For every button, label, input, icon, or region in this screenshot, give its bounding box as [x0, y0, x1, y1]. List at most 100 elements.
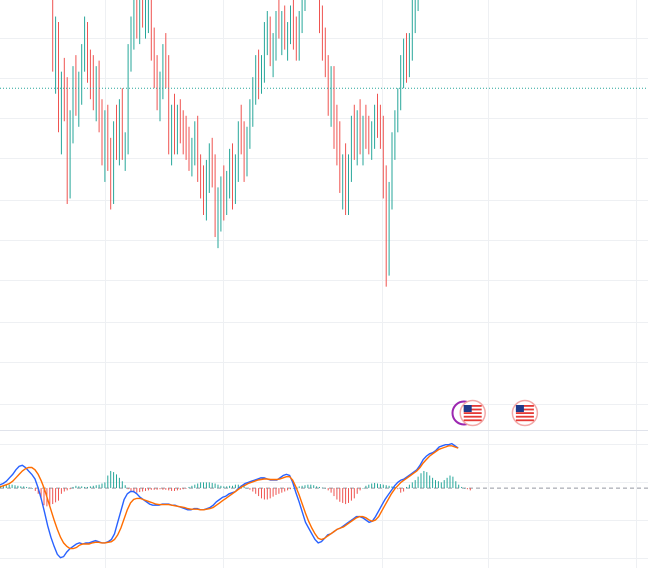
- macd-histogram-bar: [162, 488, 164, 490]
- macd-histogram-bar: [377, 483, 378, 489]
- macd-histogram-bar: [116, 474, 117, 489]
- macd-histogram-bar: [348, 488, 349, 503]
- flag-stripe: [463, 405, 482, 407]
- macd-histogram-bar: [78, 486, 80, 489]
- macd-histogram-bar: [258, 488, 260, 497]
- macd-histogram-bar: [145, 488, 146, 491]
- macd-histogram-bar: [101, 483, 103, 489]
- macd-histogram-bar: [168, 488, 170, 491]
- macd-histogram-bar: [400, 488, 402, 493]
- macd-histogram-bar: [379, 484, 381, 489]
- macd-histogram-bar: [20, 486, 22, 489]
- macd-histogram-bar: [203, 482, 204, 489]
- macd-histogram-bar: [455, 481, 457, 489]
- macd-histogram-bar: [95, 485, 97, 489]
- macd-histogram-bar: [147, 488, 149, 491]
- macd-histogram-bar: [287, 488, 289, 491]
- macd-histogram-bar: [188, 486, 190, 489]
- macd-histogram-bar: [437, 481, 439, 489]
- macd-histogram-bar: [411, 482, 413, 489]
- macd-histogram-bar: [185, 488, 187, 489]
- macd-histogram-bar: [171, 488, 173, 491]
- macd-histogram-bar: [127, 488, 129, 490]
- macd-histogram-bar: [176, 488, 178, 491]
- macd-histogram-bar: [281, 488, 283, 493]
- flag-canton: [463, 405, 472, 412]
- macd-histogram-bar: [159, 488, 161, 490]
- macd-histogram-bar: [208, 482, 210, 489]
- macd-histogram-bar: [234, 484, 236, 489]
- flag-canton: [515, 405, 524, 412]
- macd-histogram-bar: [179, 488, 181, 490]
- macd-histogram-bar: [263, 488, 265, 500]
- macd-histogram-bar: [313, 485, 315, 489]
- macd-histogram-bar: [440, 482, 442, 489]
- macd-histogram-bar: [417, 476, 419, 489]
- macd-histogram-bar: [426, 472, 428, 489]
- macd-histogram-bar: [403, 488, 405, 492]
- flag-stripe: [463, 415, 482, 418]
- macd-histogram-bar: [113, 472, 115, 489]
- macd-histogram-bar: [11, 484, 13, 489]
- macd-histogram-bar: [316, 486, 318, 489]
- macd-histogram-bar: [60, 488, 62, 494]
- macd-histogram-bar: [246, 488, 248, 489]
- macd-histogram-bar: [319, 486, 320, 489]
- flag-stripe: [515, 408, 534, 411]
- macd-histogram-bar: [356, 488, 358, 494]
- macd-histogram-bar: [374, 482, 376, 489]
- macd-histogram-bar: [84, 486, 86, 489]
- macd-histogram-bar: [365, 485, 367, 489]
- macd-histogram-bar: [368, 484, 370, 489]
- us-flag-icon[interactable]: [459, 399, 486, 427]
- macd-histogram-bar: [298, 486, 300, 489]
- macd-histogram-bar: [191, 485, 193, 489]
- macd-histogram-bar: [237, 484, 239, 489]
- macd-histogram-bar: [194, 484, 196, 489]
- macd-histogram-bar: [142, 488, 144, 492]
- flag-stripe: [515, 419, 534, 422]
- macd-histogram-bar: [2, 485, 4, 489]
- macd-histogram-bar: [414, 480, 416, 489]
- macd-histogram-bar: [31, 488, 33, 489]
- macd-histogram-bar: [17, 485, 19, 489]
- macd-histogram-bar: [243, 486, 245, 489]
- macd-histogram-bar: [353, 488, 355, 499]
- price-pane: [52, 0, 419, 287]
- macd-histogram-bar: [382, 484, 384, 489]
- macd-histogram-bar: [66, 488, 68, 491]
- macd-histogram-bar: [290, 488, 291, 490]
- us-flag-icon[interactable]: [511, 399, 539, 427]
- macd-histogram-bar: [52, 488, 54, 505]
- macd-histogram-bar: [406, 486, 407, 489]
- macd-histogram-bar: [321, 487, 323, 489]
- macd-histogram-bar: [136, 488, 138, 493]
- macd-histogram-bar: [350, 488, 352, 501]
- macd-histogram-bar: [69, 488, 71, 490]
- macd-histogram-bar: [371, 483, 373, 489]
- macd-histogram-bar: [466, 488, 468, 490]
- macd-histogram-bar: [98, 484, 100, 489]
- macd-histogram-bar: [272, 488, 274, 497]
- macd-histogram-bar: [121, 481, 123, 489]
- macd-histogram-bar: [55, 488, 57, 503]
- flag-stripe: [515, 405, 534, 407]
- macd-histogram-bar: [124, 485, 126, 489]
- macd-histogram-bar: [292, 488, 294, 489]
- macd-histogram-bar: [342, 488, 344, 503]
- macd-histogram-bar: [391, 486, 393, 489]
- macd-histogram-bar: [266, 488, 268, 500]
- macd-histogram-bar: [469, 488, 471, 491]
- macd-histogram-bar: [49, 488, 51, 506]
- macd-histogram-bar: [214, 483, 216, 489]
- macd-histogram-bar: [333, 488, 335, 497]
- macd-histogram-bar: [359, 488, 361, 491]
- macd-histogram-bar: [385, 485, 387, 489]
- macd-histogram-bar: [420, 473, 422, 489]
- macd-histogram-bar: [452, 476, 454, 489]
- macd-histogram-bar: [278, 488, 280, 494]
- macd-histogram-bar: [330, 488, 332, 493]
